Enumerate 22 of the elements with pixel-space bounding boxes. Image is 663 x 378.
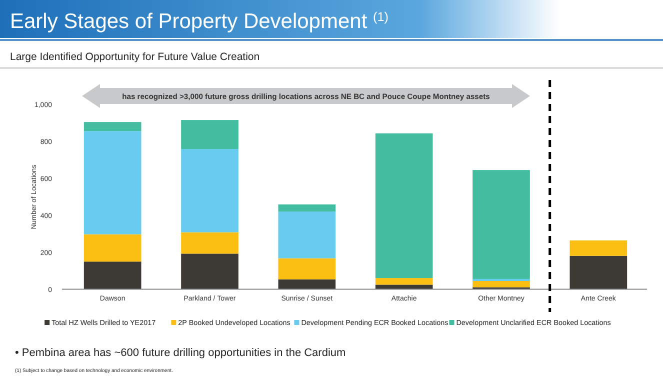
bar [181,232,238,254]
bar [278,212,336,258]
chart-subtitle: Large Identified Opportunity for Future Value Creation [10,51,260,63]
bar [278,279,336,290]
bar [181,120,238,150]
bar [375,133,433,278]
bar [278,204,336,212]
bar [570,240,628,256]
bar [570,256,628,290]
bar [181,149,238,232]
bar [181,254,238,290]
chart-title: Early Stages of Property Development $^{(1)}$ [10,10,388,33]
bar [84,131,142,234]
bar [375,284,433,290]
bar [472,170,530,279]
bar [84,262,142,290]
bar [278,258,336,280]
bar [472,280,530,288]
bar [375,278,433,285]
text: • Pembina area has ~600 future drilling opportunities in the Cardium [15,347,346,359]
bar [84,234,142,262]
bar [84,122,142,132]
